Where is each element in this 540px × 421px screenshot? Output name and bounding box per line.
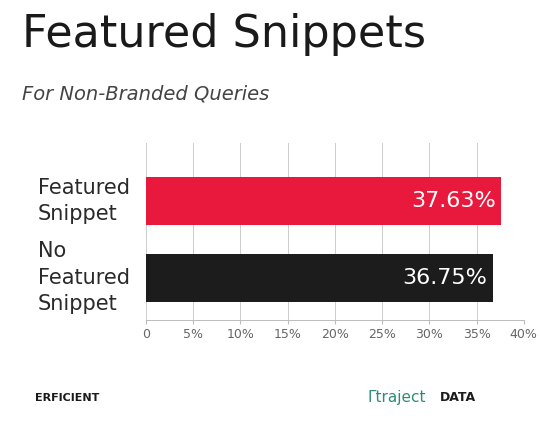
Text: For Non-Branded Queries: For Non-Branded Queries (22, 84, 269, 103)
Bar (146, 254, 493, 301)
Text: Featured Snippets: Featured Snippets (22, 13, 426, 56)
Bar (146, 177, 502, 225)
Text: P: P (22, 392, 31, 402)
Text: 36.75%: 36.75% (402, 268, 488, 288)
Text: 37.63%: 37.63% (411, 191, 496, 211)
Text: DATA: DATA (440, 392, 476, 404)
Text: No
Featured
Snippet: No Featured Snippet (38, 242, 130, 314)
Text: Γtraject: Γtraject (367, 390, 426, 405)
Text: ERFICIENT: ERFICIENT (35, 393, 99, 403)
Text: Featured
Snippet: Featured Snippet (38, 178, 130, 224)
